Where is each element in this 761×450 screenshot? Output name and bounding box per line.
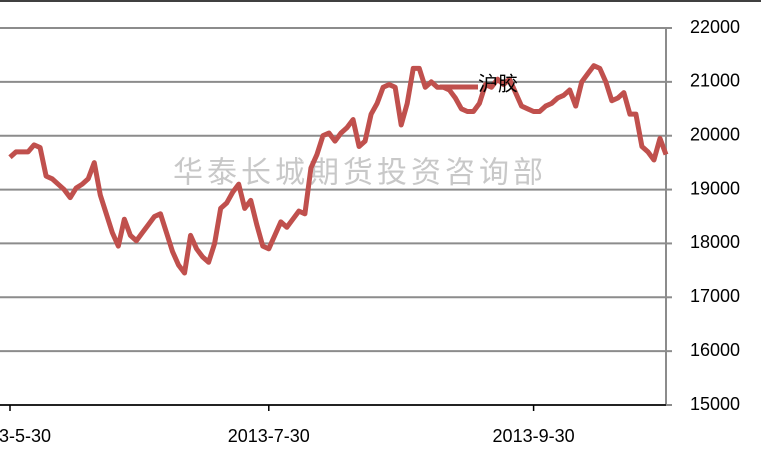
x-tick-label: 2013-9-30 [493, 426, 575, 446]
y-tick-label: 15000 [690, 394, 740, 414]
x-tick-label: 2013-5-30 [0, 426, 51, 446]
y-tick-label: 21000 [690, 71, 740, 91]
y-tick-label: 22000 [690, 17, 740, 37]
y-tick-label: 18000 [690, 232, 740, 252]
y-tick-label: 20000 [690, 124, 740, 144]
series-line [8, 63, 669, 276]
watermark: 华泰长城期货投资咨询部 [173, 156, 547, 191]
y-tick-label: 17000 [690, 286, 740, 306]
legend-label: 沪胶 [478, 72, 518, 95]
x-tick-label: 2013-7-30 [228, 426, 310, 446]
y-tick-label: 16000 [690, 340, 740, 360]
y-tick-label: 19000 [690, 178, 740, 198]
